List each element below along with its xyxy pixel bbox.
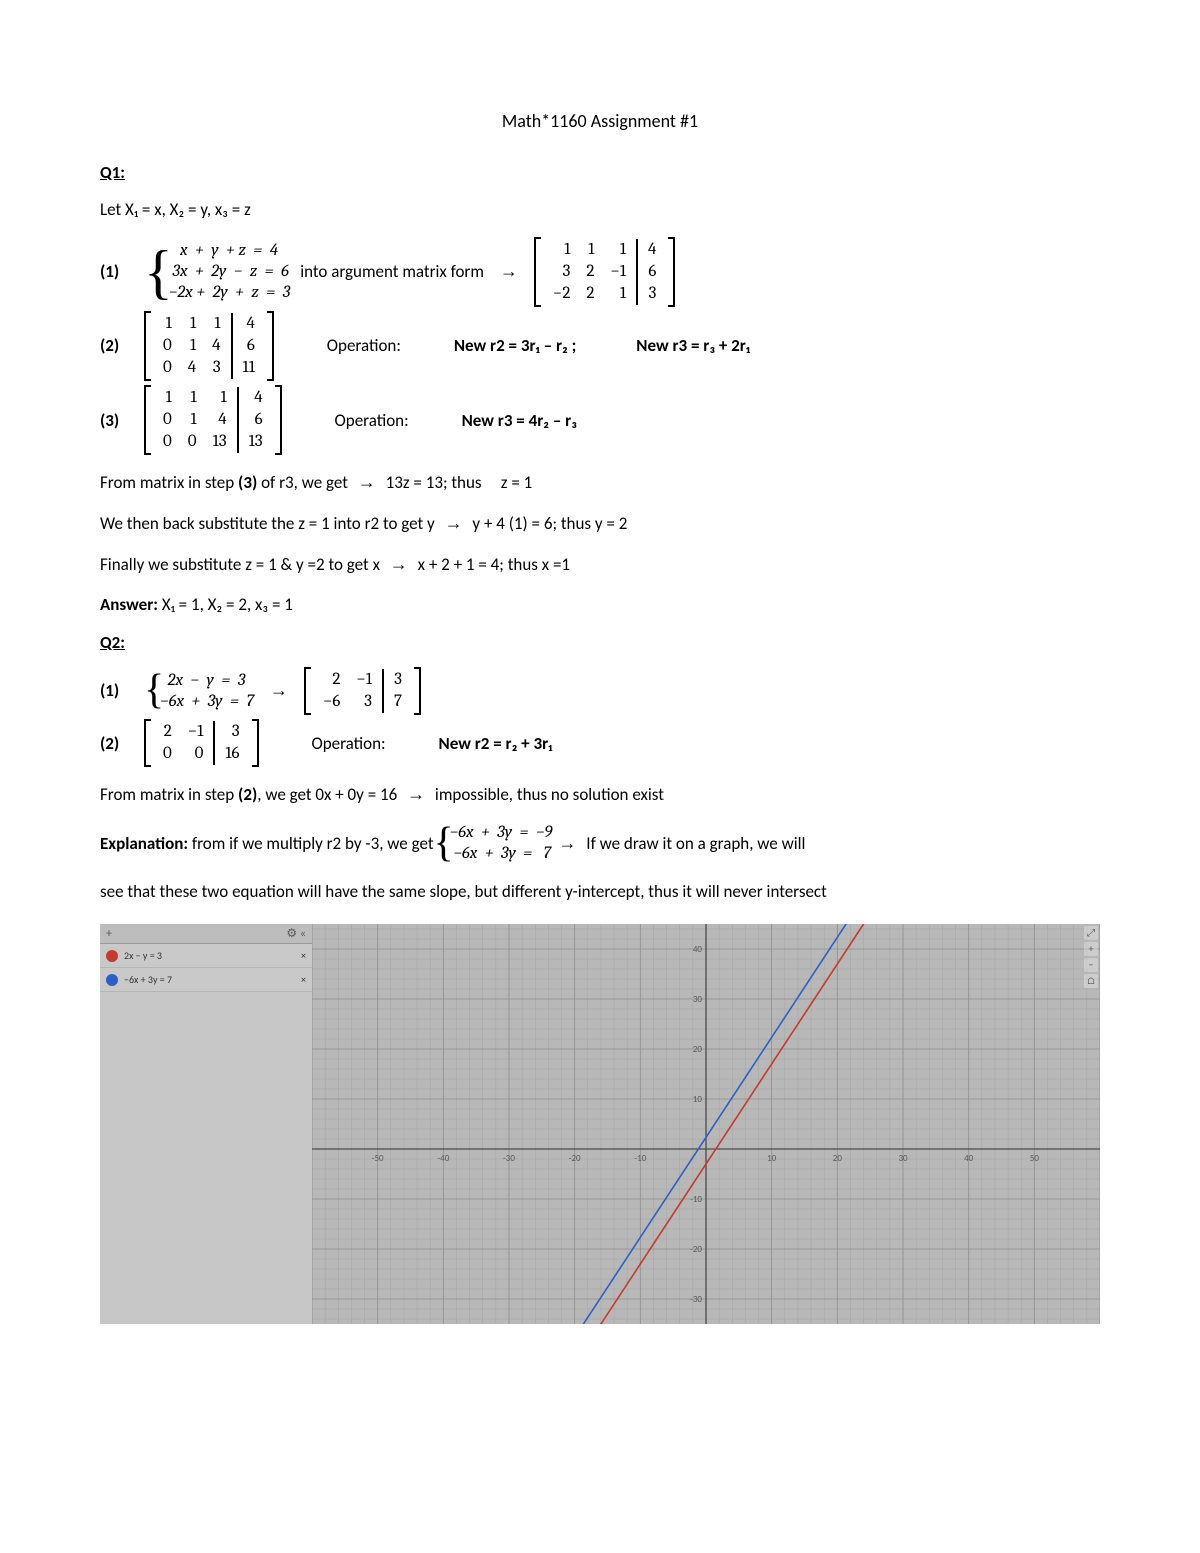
op-text: New r2 = 3r₁ – r₂ ; xyxy=(454,335,576,356)
settings-collapse-icon[interactable]: ⚙ « xyxy=(286,926,306,941)
arrow-icon: → xyxy=(270,680,288,701)
q2-matrix1: 2−6−1337 xyxy=(304,667,421,715)
add-icon[interactable]: + xyxy=(106,927,112,941)
q2-system2: { −6x + 3y = −9 −6x + 3y = 7 xyxy=(434,822,553,865)
graph-sidebar: + ⚙ « 2x − y = 3 × −6x + 3y = 7 × xyxy=(100,924,312,1324)
q2-matrix2: 20−10316 xyxy=(144,719,259,767)
step-label: (2) xyxy=(100,335,134,356)
svg-text:-50: -50 xyxy=(372,1153,384,1164)
q1-let: Let X₁ = x, X₂ = y, x₃ = z xyxy=(100,197,1100,223)
svg-text:50: 50 xyxy=(1030,1153,1040,1164)
series-swatch-icon xyxy=(106,974,118,986)
intro-text: into argument matrix form xyxy=(300,261,484,282)
graph-plot[interactable]: -50 -40 -30 -20 -10 10 20 30 40 50 -30 -20 -10 10 20 30… xyxy=(312,924,1100,1324)
close-icon[interactable]: × xyxy=(301,949,306,962)
q1-answer: Answer: X₁ = 1, X₂ = 2, x₃ = 1 xyxy=(100,592,1100,618)
answer-label: Answer: xyxy=(100,594,158,615)
q2-from: From matrix in step (2), we get 0x + 0y … xyxy=(100,781,1100,808)
svg-text:30: 30 xyxy=(898,1153,908,1164)
q2-step2: (2) 20−10316 Operation: New r2 = r₂ + 3r… xyxy=(100,719,1100,767)
step-label: (1) xyxy=(100,261,134,282)
expression-text: 2x − y = 3 xyxy=(124,949,162,962)
fullscreen-icon[interactable]: ⤢ xyxy=(1084,926,1098,940)
q2-step1: (1) { 2x − y = 3 −6x + 3y = 7 → 2−6−1337 xyxy=(100,667,1100,715)
eq-line: x + y + z = 4 xyxy=(169,240,290,261)
arrow-icon: → xyxy=(500,261,518,282)
expression-row[interactable]: −6x + 3y = 7 × xyxy=(100,968,312,992)
op-label: Operation: xyxy=(284,335,444,356)
svg-text:40: 40 xyxy=(964,1153,974,1164)
q1-step2: (2) 1001141434611 Operation: New r2 = 3r… xyxy=(100,311,1100,381)
svg-text:-30: -30 xyxy=(503,1153,515,1164)
q1-step1: (1) { x + y + z = 4 3x + 2y − z = 6 −2x … xyxy=(100,237,1100,307)
q1-from: From matrix in step (3) of r3, we get → … xyxy=(100,469,1100,496)
step-label: (2) xyxy=(100,733,134,754)
q1-step3: (3) 10011014134613 Operation: New r3 = 4… xyxy=(100,385,1100,455)
eq-line: −6x + 3y = 7 xyxy=(160,691,254,712)
svg-text:-40: -40 xyxy=(437,1153,449,1164)
svg-text:-10: -10 xyxy=(690,1194,702,1205)
q1-final: Finally we substitute z = 1 & y =2 to ge… xyxy=(100,551,1100,578)
q2-expl2: see that these two equation will have th… xyxy=(100,879,1100,905)
q2-explanation: Explanation: from if we multiply r2 by -… xyxy=(100,822,1100,865)
page-title: Math*1160 Assignment #1 xyxy=(100,110,1100,132)
svg-text:20: 20 xyxy=(833,1153,843,1164)
eq-line: −2x + 2y + z = 3 xyxy=(169,282,290,303)
q1-system1: { x + y + z = 4 3x + 2y − z = 6 −2x + 2y… xyxy=(144,240,290,304)
eq-line: −6x + 3y = −9 xyxy=(450,822,553,843)
op-label: Operation: xyxy=(292,410,452,431)
q1-heading: Q1: xyxy=(100,162,1100,183)
svg-text:20: 20 xyxy=(693,1044,703,1055)
answer-text: X₁ = 1, X₂ = 2, x₃ = 1 xyxy=(158,594,293,615)
q1-back: We then back substitute the z = 1 into r… xyxy=(100,510,1100,537)
q1-matrix3: 10011014134613 xyxy=(144,385,282,455)
document-page: Math*1160 Assignment #1 Q1: Let X₁ = x, … xyxy=(0,0,1200,1364)
svg-text:-20: -20 xyxy=(569,1153,581,1164)
op-text: New r2 = r₂ + 3r₁ xyxy=(439,733,553,754)
svg-text:-30: -30 xyxy=(690,1294,702,1305)
close-icon[interactable]: × xyxy=(301,973,306,986)
eq-line: −6x + 3y = 7 xyxy=(450,843,553,864)
eq-line: 2x − y = 3 xyxy=(160,670,254,691)
home-icon[interactable]: ⌂ xyxy=(1084,974,1098,988)
expression-row[interactable]: 2x − y = 3 × xyxy=(100,944,312,968)
expl-pre: from if we multiply r2 by -3, we get xyxy=(188,833,433,854)
op-label: Operation: xyxy=(269,733,429,754)
graph-panel: + ⚙ « 2x − y = 3 × −6x + 3y = 7 × -50 -40… xyxy=(100,924,1100,1324)
svg-text:40: 40 xyxy=(693,944,703,955)
svg-text:-20: -20 xyxy=(690,1244,702,1255)
svg-text:30: 30 xyxy=(693,994,703,1005)
sidebar-toolbar[interactable]: + ⚙ « xyxy=(100,924,312,944)
expression-text: −6x + 3y = 7 xyxy=(124,973,172,986)
series-swatch-icon xyxy=(106,950,118,962)
zoom-controls[interactable]: ⤢ + − ⌂ xyxy=(1084,926,1098,988)
q2-system1: { 2x − y = 3 −6x + 3y = 7 xyxy=(144,670,254,713)
svg-text:10: 10 xyxy=(693,1094,703,1105)
q1-matrix2: 1001141434611 xyxy=(144,311,274,381)
q1-matrix1: 13−21221−11463 xyxy=(534,237,675,307)
svg-text:10: 10 xyxy=(767,1153,777,1164)
op-text: New r3 = 4r₂ – r₃ xyxy=(462,410,577,431)
zoom-in-icon[interactable]: + xyxy=(1084,942,1098,956)
step-label: (1) xyxy=(100,680,134,701)
step-label: (3) xyxy=(100,410,134,431)
op-text: New r3 = r₃ + 2r₁ xyxy=(636,335,750,356)
eq-line: 3x + 2y − z = 6 xyxy=(169,261,290,282)
q2-heading: Q2: xyxy=(100,632,1100,653)
zoom-out-icon[interactable]: − xyxy=(1084,958,1098,972)
expl-label: Explanation: xyxy=(100,833,188,854)
svg-text:-10: -10 xyxy=(634,1153,646,1164)
